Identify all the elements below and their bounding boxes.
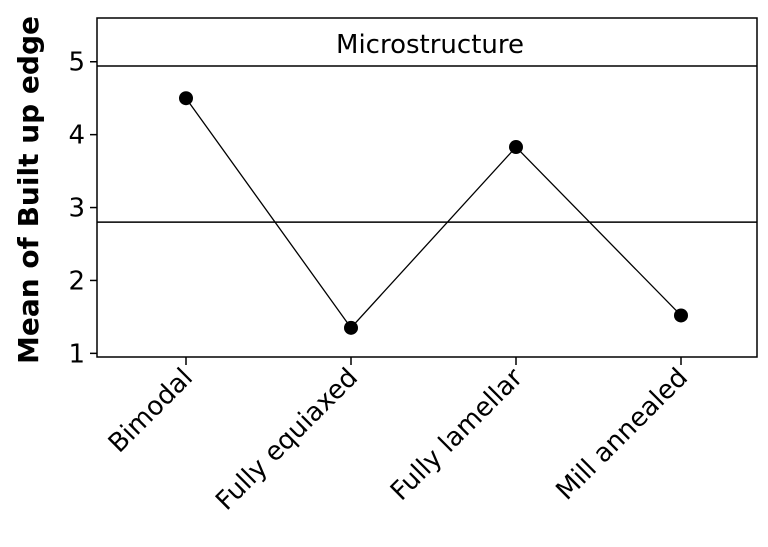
- data-point: [344, 320, 358, 335]
- data-point: [674, 308, 688, 323]
- series-line: [185, 97, 682, 329]
- y-tick-label: 2: [68, 266, 85, 296]
- y-axis-ticks: 1 2 3 4 5: [68, 48, 97, 369]
- data-points: [179, 91, 688, 335]
- y-tick-label: 4: [68, 121, 85, 151]
- data-point: [179, 91, 193, 106]
- y-tick-label: 1: [68, 339, 85, 369]
- x-category-label: Bimodal: [103, 363, 199, 459]
- y-axis-title: Mean of Built up edge: [12, 16, 45, 364]
- plot-frame: [96, 17, 758, 358]
- x-category-label: Mill annealed: [550, 363, 693, 506]
- data-point: [509, 140, 523, 155]
- y-tick-label: 3: [68, 194, 85, 224]
- y-tick-label: 5: [68, 48, 85, 78]
- x-category-label: Fully lamellar: [385, 363, 529, 507]
- chart-title: Microstructure: [336, 30, 524, 60]
- x-axis-ticks: Bimodal Fully equiaxed Fully lamellar Mill …: [103, 357, 694, 516]
- x-category-label: Fully equiaxed: [210, 363, 364, 517]
